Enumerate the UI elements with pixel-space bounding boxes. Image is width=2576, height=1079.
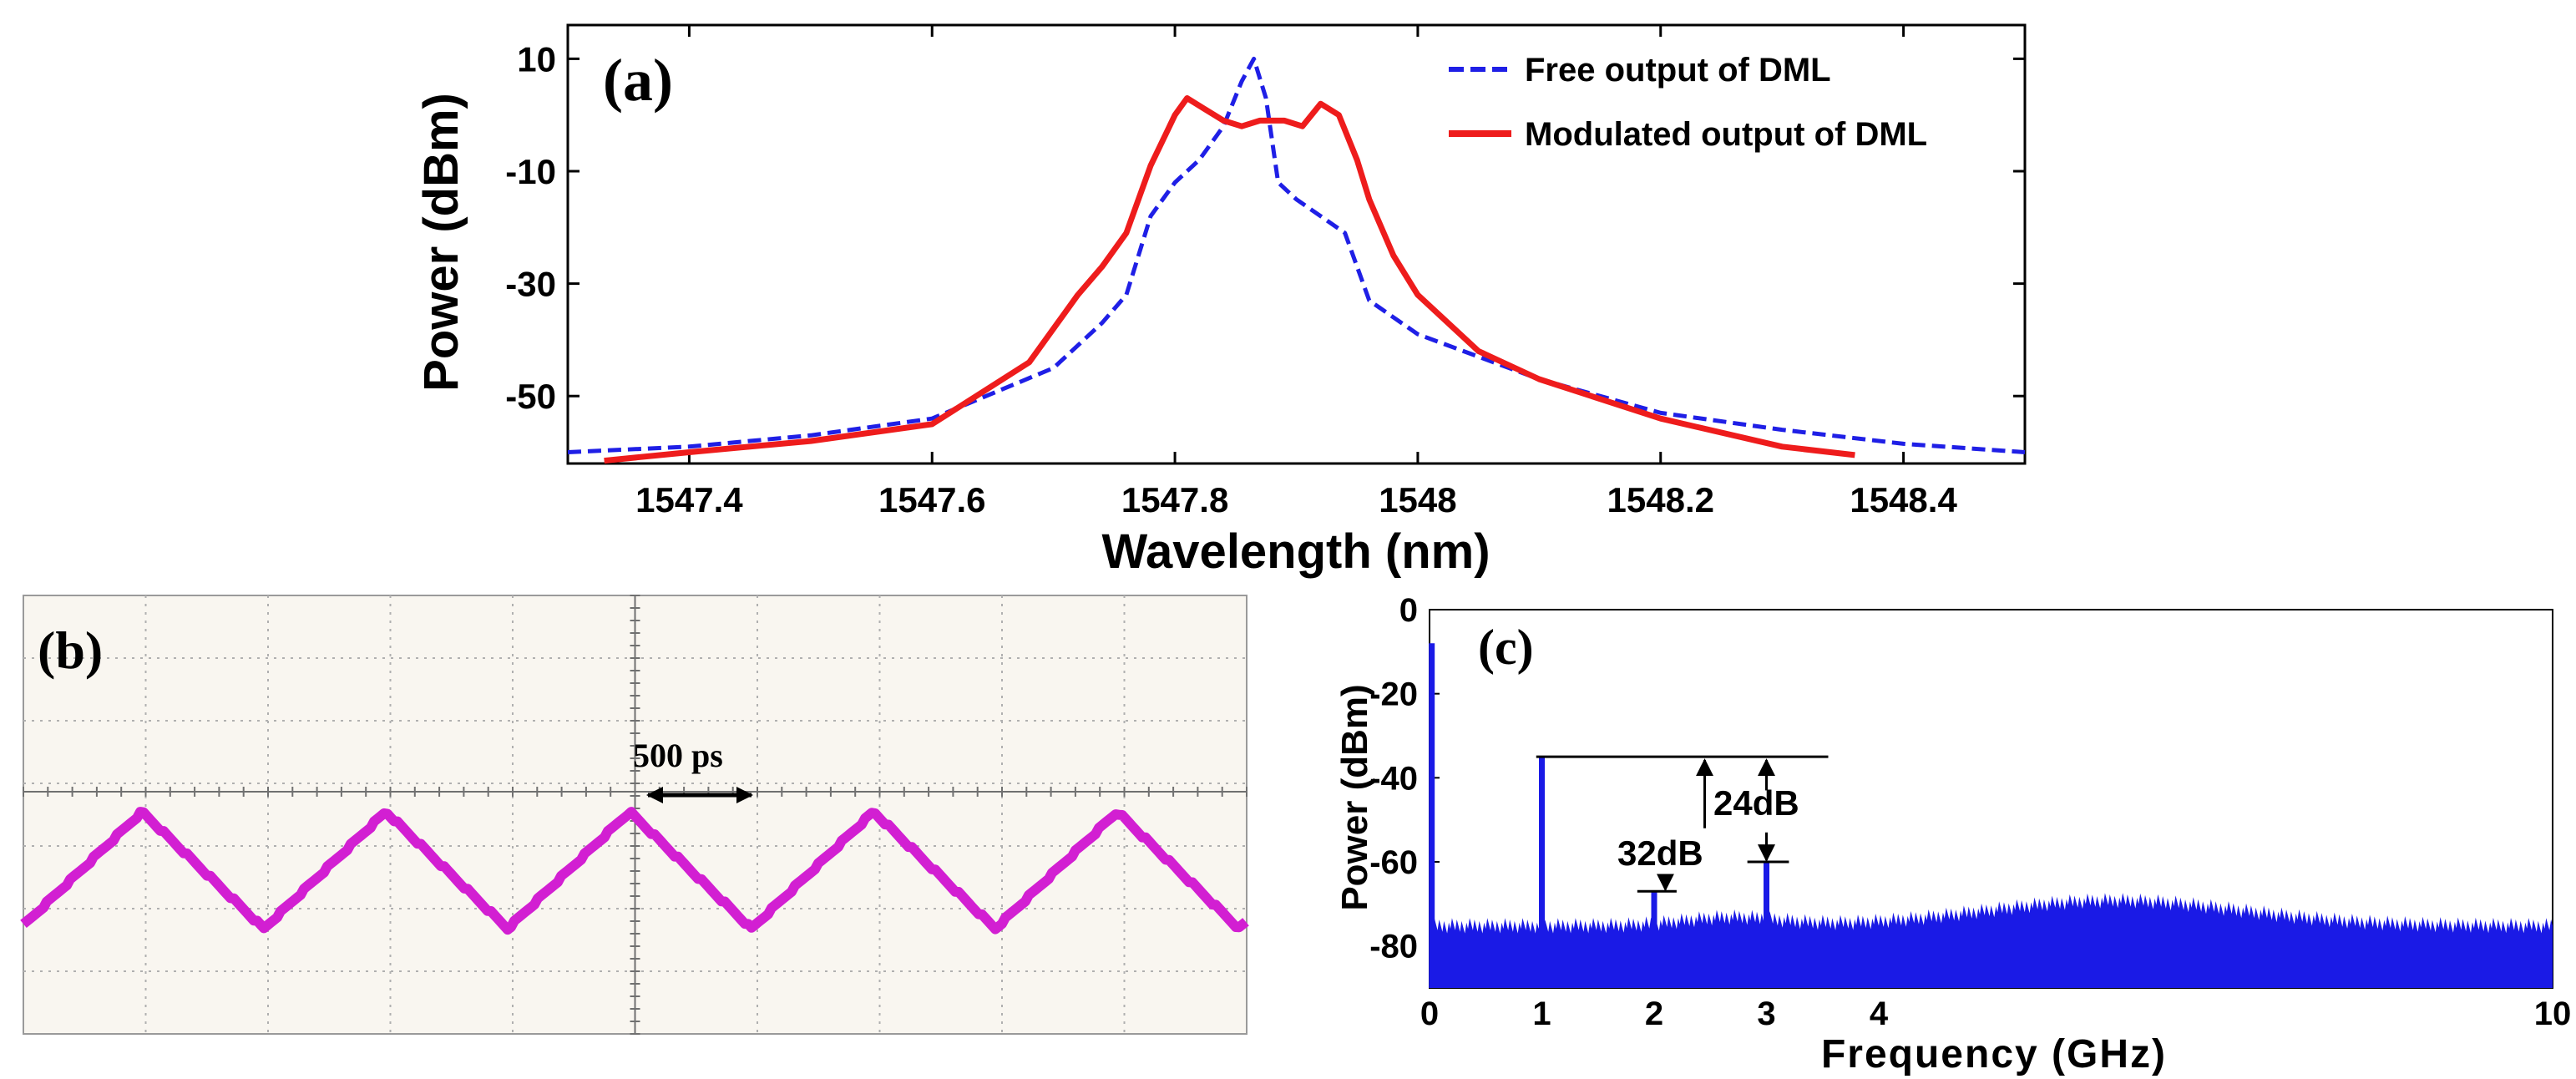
chart-a-series-modulated-output [604, 95, 1855, 464]
chart-c-x-tick-label: 0 [1420, 995, 1439, 1032]
chart-c-x-tick-label: 10 [2534, 995, 2572, 1032]
chart-b-period-annotation: 500 ps [633, 737, 723, 774]
chart-a-x-tick-label: 1548.4 [1850, 480, 1957, 519]
chart-c-noise-floor [1430, 893, 2553, 988]
chart-c-annotation-24db: 24dB [1713, 783, 1799, 823]
chart-a: 1547.4 1547.6 1547.8 1548 1548.2 1548.4 10 -10… [414, 23, 2027, 579]
chart-a-x-tick-label: 1547.8 [1121, 480, 1228, 519]
chart-a-plot-frame [566, 23, 2027, 465]
chart-a-series [567, 56, 2026, 464]
chart-c-y-tick-label: -20 [1369, 676, 1418, 713]
chart-a-x-tick-label: 1547.6 [878, 480, 985, 519]
chart-c-panel-label: (c) [1478, 620, 1534, 675]
chart-c-y-axis-label: Power (dBm) [1334, 684, 1375, 910]
chart-c-y-tick-label: -60 [1369, 844, 1418, 881]
chart-c-y-tick-label: -80 [1369, 929, 1418, 965]
chart-c-x-tick-label: 3 [1757, 995, 1775, 1032]
chart-a-y-tick-label: -10 [505, 152, 556, 191]
chart-b-waveform [20, 807, 1249, 935]
chart-a-legend: Free output of DML Modulated output of D… [1449, 52, 1927, 153]
chart-a-x-axis-label: Wavelength (nm) [1101, 524, 1490, 579]
chart-c-y-tick-label: -40 [1369, 760, 1418, 797]
chart-a-y-tick-label: 10 [517, 39, 556, 79]
chart-a-x-tick-label: 1548.2 [1607, 480, 1714, 519]
chart-a-y-tick-label: -30 [505, 265, 556, 304]
chart-a-x-tick-label: 1547.4 [635, 480, 743, 519]
chart-a-panel-label: (a) [603, 47, 673, 114]
chart-c-x-tick-label: 1 [1532, 995, 1551, 1032]
chart-a-y-axis-label: Power (dBm) [414, 93, 468, 392]
chart-a-x-ticks: 1547.4 1547.6 1547.8 1548 1548.2 1548.4 [635, 25, 1957, 519]
chart-c-x-ticks: 0 1 2 3 4 10 [1420, 978, 2571, 1032]
chart-c-x-axis-label: Frequency (GHz) [1821, 1032, 2167, 1076]
chart-c-annotation-lines [1536, 755, 1829, 893]
chart-a-legend-label-free: Free output of DML [1525, 52, 1831, 89]
chart-c-x-tick-label: 4 [1870, 995, 1889, 1032]
chart-b: (b) 500 ps [20, 595, 1249, 1035]
chart-b-panel-label: (b) [38, 621, 103, 680]
chart-a-series-free-output [567, 56, 2026, 454]
chart-a-x-tick-label: 1548 [1379, 480, 1456, 519]
chart-a-y-tick-label: -50 [505, 377, 556, 416]
chart-c-annotation-32db: 32dB [1617, 833, 1703, 873]
chart-a-legend-label-modulated: Modulated output of DML [1525, 116, 1927, 153]
chart-c-y-tick-label: 0 [1399, 592, 1418, 629]
chart-c-peaks [1429, 643, 1769, 988]
chart-c: 0 -20 -40 -60 -80 0 1 2 3 4 10 (c) 32dB 24dB Freq… [1334, 592, 2571, 1076]
chart-a-y-ticks: 10 -10 -30 -50 [505, 39, 2025, 416]
chart-c-y-ticks: 0 -20 -40 -60 -80 [1369, 592, 1440, 965]
chart-c-x-tick-label: 2 [1645, 995, 1663, 1032]
